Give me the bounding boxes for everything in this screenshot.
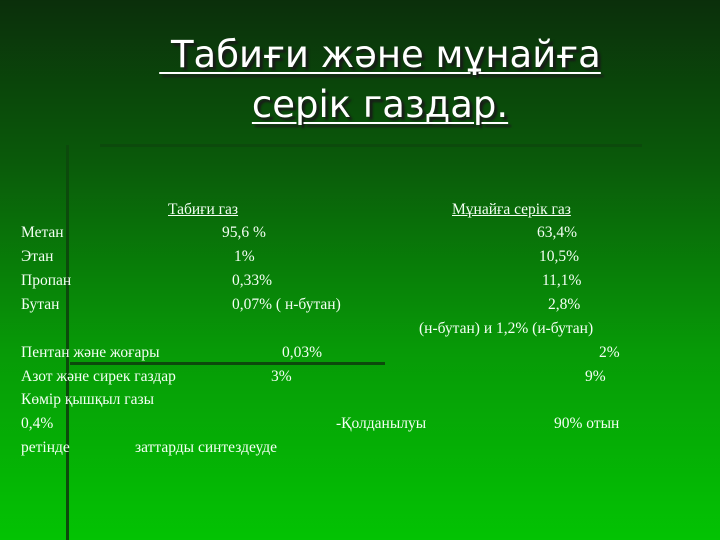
row-natural: 95,6 % [222, 224, 266, 241]
row-natural: 0,07% ( н-бутан) [232, 296, 341, 313]
footer-usage: -Қолданылуы [336, 415, 427, 432]
header-associated: Мұнайға серік газ [452, 201, 571, 218]
slide-title: Табиғи және мұнайға серік газдар. [0, 30, 720, 130]
footer-fuel: 90% отын [554, 415, 620, 432]
decor-line [100, 144, 642, 147]
row-associated: 2,8% [548, 296, 581, 313]
footer-line2b: заттарды синтездеуде [135, 439, 278, 456]
row-name: Пентан және жоғары [21, 344, 160, 361]
row-natural: 3% [271, 368, 292, 385]
decor-line [70, 362, 385, 365]
row-name: Этан [21, 248, 54, 265]
footer-line2a: ретінде [21, 439, 70, 456]
row-name: Бутан [21, 296, 60, 313]
row-natural: 0,33% [232, 272, 273, 289]
row-associated: 9% [585, 368, 606, 385]
row-associated: 10,5% [539, 248, 580, 265]
row-natural: 0,03% [282, 344, 323, 361]
row-associated: 2% [599, 344, 620, 361]
decor-line [66, 145, 69, 540]
header-natural: Табиғи газ [168, 201, 239, 218]
row-associated: 11,1% [542, 272, 582, 289]
title-line-2: серік газдар. [251, 83, 509, 126]
footer-value: 0,4% [21, 415, 54, 432]
row-name: Азот және сирек газдар [21, 368, 176, 385]
title-line-1: Табиғи және мұнайға [159, 33, 601, 76]
row-associated: (н-бутан) и 1,2% (и-бутан) [419, 320, 594, 337]
row-name: Пропан [21, 272, 72, 289]
row-name: Метан [21, 224, 64, 241]
row-name: Көмір қышқыл газы [21, 391, 155, 408]
row-associated: 63,4% [537, 224, 578, 241]
row-natural: 1% [234, 248, 255, 265]
